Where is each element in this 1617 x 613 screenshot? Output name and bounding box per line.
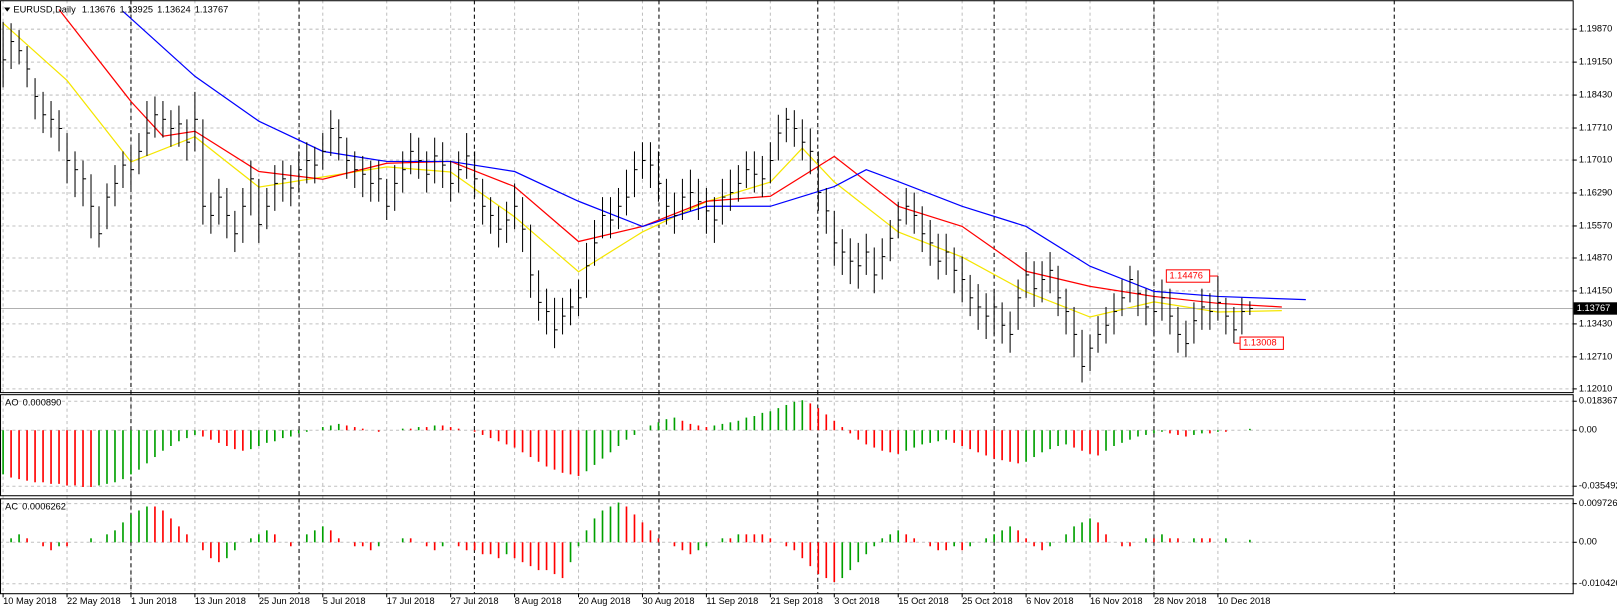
x-tick-label: 10 May 2018 <box>3 596 57 606</box>
x-tick-label: 10 Dec 2018 <box>1218 596 1271 606</box>
y-tick-label: 1.14870 <box>1579 252 1613 262</box>
low-value: 1.13624 <box>157 5 191 15</box>
y-tick-label: 1.19870 <box>1579 24 1613 34</box>
high-marker-box <box>1165 269 1211 283</box>
y-tick-label: 1.19150 <box>1579 57 1613 67</box>
ac-header: AC 0.0006262 <box>5 502 66 512</box>
y-tick-label: 1.17710 <box>1579 122 1613 132</box>
current-price-label: 1.13767 <box>1577 303 1611 313</box>
x-tick-label: 11 Sep 2018 <box>706 596 758 606</box>
x-tick-label: 15 Oct 2018 <box>898 596 948 606</box>
y-tick-label: 1.12010 <box>1579 383 1613 393</box>
y-tick-label: 0.00 <box>1579 425 1597 435</box>
x-tick-label: 28 Nov 2018 <box>1154 596 1207 606</box>
x-tick-label: 13 Jun 2018 <box>195 596 246 606</box>
high-value: 1.13925 <box>120 5 153 15</box>
ao-last-value: 0.000890 <box>23 398 62 408</box>
ao-panel-frame <box>0 394 1574 497</box>
y-tick-label: 1.12710 <box>1579 351 1613 361</box>
chart-header: EURUSD,Daily 1.13676 1.13925 1.13624 1.13767 <box>13 5 228 15</box>
x-tick-label: 5 Jul 2018 <box>323 596 366 606</box>
x-tick-label: 17 Jul 2018 <box>387 596 435 606</box>
x-tick-label: 21 Sep 2018 <box>770 596 823 606</box>
y-tick-label: 0.00 <box>1579 537 1597 547</box>
y-tick-label: 0.009726 <box>1579 498 1617 508</box>
y-tick-label: 1.18430 <box>1579 90 1613 100</box>
y-tick-label: 1.15570 <box>1579 220 1613 230</box>
low-marker-label: 1.13008 <box>1243 338 1277 348</box>
plot-layer: 10 May 2018 22 May 2018 1 Jun 2018 13 Jun 2… <box>0 9 1617 606</box>
x-tick-label: 1 Jun 2018 <box>131 596 177 606</box>
y-tick-label: 1.13430 <box>1579 318 1613 328</box>
x-tick-label: 22 May 2018 <box>67 596 121 606</box>
ac-last-value: 0.0006262 <box>22 502 66 512</box>
x-tick-label: 25 Jun 2018 <box>259 596 310 606</box>
symbol-title: EURUSD,Daily <box>13 5 76 15</box>
ao-title: AO <box>5 398 18 408</box>
y-tick-label: -0.035492 <box>1579 481 1617 491</box>
y-tick-label: 1.14150 <box>1579 285 1613 295</box>
y-tick-label: 1.16290 <box>1579 187 1613 197</box>
y-tick-label: 0.018367 <box>1579 396 1617 406</box>
x-tick-label: 30 Aug 2018 <box>642 596 694 606</box>
open-value: 1.13676 <box>82 5 116 15</box>
x-tick-label: 8 Aug 2018 <box>515 596 562 606</box>
y-tick-label: -0.010426 <box>1579 578 1617 588</box>
x-tick-label: 16 Nov 2018 <box>1090 596 1143 606</box>
x-tick-label: 3 Oct 2018 <box>834 596 879 606</box>
y-tick-label: 1.17010 <box>1579 155 1613 165</box>
ac-panel-frame <box>0 498 1574 595</box>
current-price-box <box>1573 302 1617 315</box>
x-tick-label: 20 Aug 2018 <box>579 596 631 606</box>
low-marker-box <box>1239 336 1284 350</box>
x-tick-label: 25 Oct 2018 <box>962 596 1012 606</box>
x-tick-label: 6 Nov 2018 <box>1026 596 1073 606</box>
menu-triangle[interactable] <box>4 7 11 12</box>
x-tick-label: 27 Jul 2018 <box>451 596 499 606</box>
ao-header: AO 0.000890 <box>5 398 61 408</box>
high-marker-label: 1.14476 <box>1169 270 1203 280</box>
moving-average-line <box>122 10 1306 301</box>
price-panel-frame <box>0 0 1574 394</box>
close-value: 1.13767 <box>195 5 229 15</box>
ac-title: AC <box>5 502 18 512</box>
